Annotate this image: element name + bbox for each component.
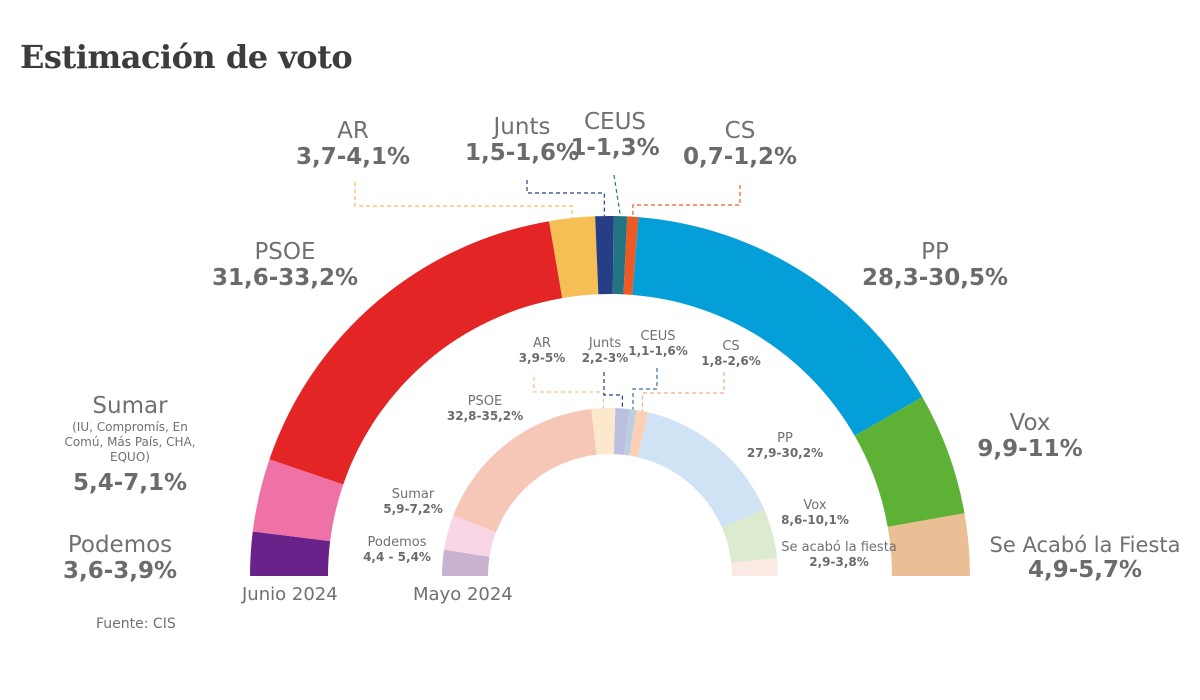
party-range: 4,9-5,7%: [1027, 556, 1143, 583]
leader-inner-junts: [603, 372, 624, 409]
leader-outer-junts: [526, 180, 605, 217]
party-range: 3,6-3,9%: [62, 557, 178, 584]
party-range: 1,5-1,6%: [464, 139, 580, 166]
outer-ring-slice-se-acab-la-fiesta: [887, 513, 970, 576]
party-name: AR: [533, 336, 551, 351]
party-name: Se acabó la fiesta: [781, 540, 897, 555]
label-outer-sumar: Sumar (IU, Compromís, En Comú, Más País,…: [60, 393, 200, 497]
party-range: 3,9-5%: [518, 350, 566, 365]
outer-ring-slice-pp: [632, 217, 923, 436]
leader-outer-cs: [632, 185, 741, 217]
inner-ring-slice-vox: [721, 509, 778, 563]
party-range: 1,8-2,6%: [701, 353, 761, 368]
label-outer-psoe: PSOE 31,6-33,2%: [205, 239, 365, 292]
label-outer-pp: PP 28,3-30,5%: [855, 239, 1015, 292]
inner-ring-slice-junts: [613, 408, 630, 455]
label-inner-cs: CS 1,8-2,6%: [698, 339, 764, 368]
label-inner-ceus: CEUS 1,1-1,6%: [627, 329, 689, 358]
party-name: CEUS: [640, 329, 676, 344]
party-name: Junts: [588, 336, 622, 351]
leader-outer-ar: [354, 182, 573, 219]
outer-ring-slice-sumar: [252, 459, 344, 542]
inner-ring-slice-ceus: [624, 409, 637, 456]
outer-ring-slice-vox: [854, 397, 965, 527]
label-outer-junts: Junts 1,5-1,6%: [462, 114, 582, 167]
inner-ring-slice-podemos: [442, 549, 490, 576]
party-name: CS: [722, 339, 740, 354]
party-range: 2,9-3,8%: [809, 554, 869, 569]
party-range: 0,7-1,2%: [682, 143, 798, 170]
source-note: Fuente: CIS: [96, 616, 176, 632]
party-name: CS: [724, 118, 756, 144]
inner-ring-slice-pp: [637, 412, 765, 528]
leader-inner-ceus: [632, 368, 658, 410]
inner-ring-slice-sumar: [444, 515, 497, 557]
label-inner-se-acabo-la-fiesta: Se acabó la fiesta 2,9-3,8%: [776, 540, 902, 569]
label-inner-ar: AR 3,9-5%: [512, 336, 572, 365]
party-name: Sumar: [391, 487, 435, 502]
inner-ring: [442, 408, 778, 576]
label-inner-podemos: Podemos 4,4 - 5,4%: [357, 535, 437, 564]
outer-ring-slice-ceus: [612, 216, 628, 295]
inner-ring-slice-ar: [591, 408, 616, 455]
leader-lines: [354, 174, 741, 412]
party-range: 5,4-7,1%: [72, 469, 188, 496]
label-inner-pp: PP 27,9-30,2%: [745, 431, 825, 460]
party-name: Se Acabó la Fiesta: [989, 533, 1181, 557]
party-name: Junts: [493, 114, 551, 140]
party-range: 2,2-3%: [581, 350, 629, 365]
party-name: Vox: [803, 498, 827, 513]
leader-outer-ceus: [613, 174, 621, 217]
label-inner-sumar: Sumar 5,9-7,2%: [375, 487, 451, 516]
leader-inner-cs: [641, 372, 725, 412]
party-name: Vox: [1009, 410, 1051, 436]
party-name: PP: [777, 431, 793, 446]
party-range: 31,6-33,2%: [211, 264, 359, 291]
party-name: PSOE: [254, 239, 316, 265]
label-inner-vox: Vox 8,6-10,1%: [780, 498, 850, 527]
party-range: 4,4 - 5,4%: [363, 549, 431, 564]
outer-ring-slice-podemos: [250, 531, 331, 576]
label-inner-psoe: PSOE 32,8-35,2%: [440, 394, 530, 423]
chart-title: Estimación de voto: [20, 38, 353, 76]
caption-outer: Junio 2024: [242, 584, 338, 605]
party-range: 27,9-30,2%: [746, 445, 824, 460]
label-outer-ceus: CEUS 1-1,3%: [560, 109, 670, 162]
outer-ring-slice-ar: [549, 216, 599, 299]
outer-ring-slice-cs: [623, 216, 639, 295]
inner-ring-slice-cs: [629, 410, 649, 458]
party-name: Podemos: [67, 532, 173, 558]
party-range: 5,9-7,2%: [383, 501, 443, 516]
party-range: 9,9-11%: [977, 435, 1083, 462]
outer-ring-slice-junts: [595, 216, 614, 295]
party-range: 1,1-1,6%: [628, 343, 688, 358]
label-outer-podemos: Podemos 3,6-3,9%: [45, 532, 195, 585]
party-name: AR: [337, 118, 369, 144]
party-name: Sumar: [92, 393, 168, 419]
party-range: 32,8-35,2%: [446, 408, 524, 423]
outer-ring: [250, 216, 970, 576]
party-range: 3,7-4,1%: [295, 143, 411, 170]
party-name: PP: [921, 239, 949, 265]
party-range: 28,3-30,5%: [861, 264, 1009, 291]
party-note: (IU, Compromís, En Comú, Más País, CHA, …: [64, 419, 196, 464]
outer-ring-slice-psoe: [269, 221, 563, 485]
party-range: 8,6-10,1%: [781, 512, 849, 527]
party-name: PSOE: [467, 394, 503, 409]
label-outer-vox: Vox 9,9-11%: [960, 410, 1100, 463]
party-name: Podemos: [367, 535, 427, 550]
inner-ring-slice-psoe: [453, 409, 597, 533]
label-outer-se-acabo-la-fiesta: Se Acabó la Fiesta 4,9-5,7%: [980, 533, 1190, 583]
leader-inner-ar: [533, 377, 604, 409]
party-name: CEUS: [583, 109, 647, 135]
inner-ring-slice-se-acab-la-fiesta: [731, 557, 778, 576]
caption-inner: Mayo 2024: [413, 584, 513, 605]
label-outer-cs: CS 0,7-1,2%: [680, 118, 800, 171]
party-range: 1-1,3%: [570, 134, 660, 161]
label-outer-ar: AR 3,7-4,1%: [293, 118, 413, 171]
label-inner-junts: Junts 2,2-3%: [575, 336, 635, 365]
